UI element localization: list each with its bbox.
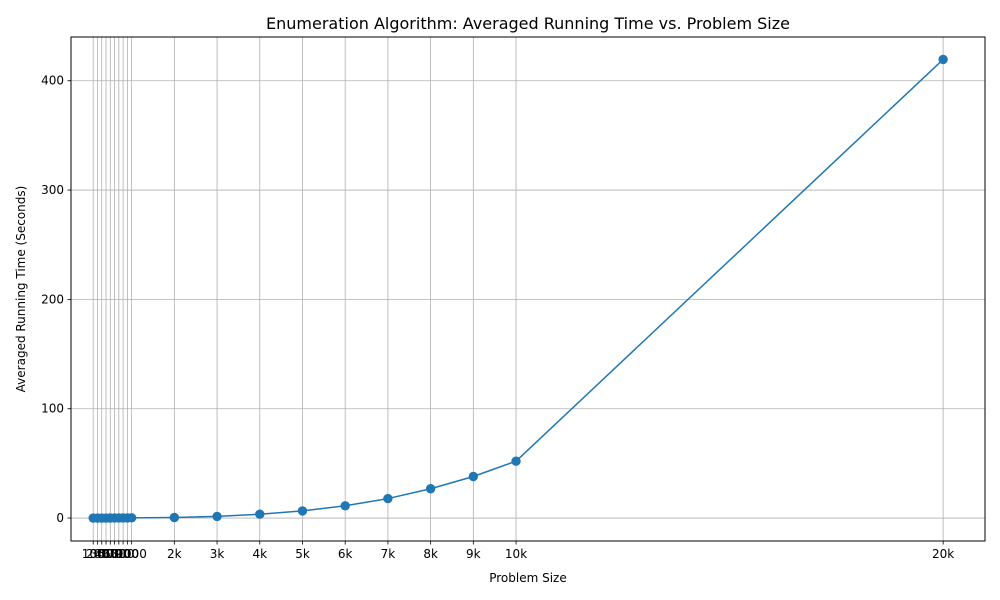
grid-layer [71, 37, 985, 541]
x-tick-label: 900 [116, 547, 139, 561]
x-tick-label: 100 [82, 547, 105, 561]
y-tick-label: 200 [41, 292, 64, 306]
y-tick-label: 100 [41, 402, 64, 416]
x-tick-label: 800 [112, 547, 135, 561]
x-tick-label: 8k [423, 547, 438, 561]
y-tick-label: 400 [41, 74, 64, 88]
data-point-marker [938, 54, 948, 65]
x-tick-label: 300 [90, 547, 113, 561]
y-tick-label: 0 [56, 511, 64, 525]
x-tick-label: 700 [107, 547, 130, 561]
y-axis-label: Averaged Running Time (Seconds) [14, 186, 28, 393]
x-tick-label: 1000 [116, 547, 147, 561]
x-tick-label: 600 [103, 547, 126, 561]
chart-title: Enumeration Algorithm: Averaged Running … [266, 14, 790, 33]
data-point-marker [212, 511, 222, 522]
x-tick-label: 9k [466, 547, 481, 561]
plot-frame [70, 36, 986, 542]
data-point-marker [126, 513, 137, 523]
series-layer [88, 54, 948, 523]
x-tick-label: 200 [86, 547, 109, 561]
y-tick-layer: 0 100 200 300 400 [41, 74, 71, 525]
y-tick-label: 300 [41, 183, 64, 197]
x-tick-label: 7k [381, 547, 396, 561]
data-point-marker [511, 456, 521, 466]
data-point-marker [255, 509, 265, 519]
x-tick-label: 400 [95, 547, 118, 561]
x-tick-label: 5k [295, 547, 310, 561]
x-tick-label: 20k [932, 547, 954, 561]
x-tick-label: 4k [252, 547, 267, 561]
x-tick-label: 6k [338, 547, 353, 561]
data-point-marker [383, 493, 393, 504]
data-point-marker [340, 501, 350, 511]
data-point-marker [297, 506, 308, 516]
x-tick-label: 3k [210, 547, 225, 561]
x-tick-label: 2k [167, 547, 182, 561]
x-tick-label: 500 [99, 547, 122, 561]
x-tick-label: 10k [505, 547, 527, 561]
data-point-marker [468, 471, 479, 482]
data-point-marker [169, 512, 180, 523]
data-point-marker [425, 484, 436, 494]
x-axis-label: Problem Size [489, 571, 567, 585]
